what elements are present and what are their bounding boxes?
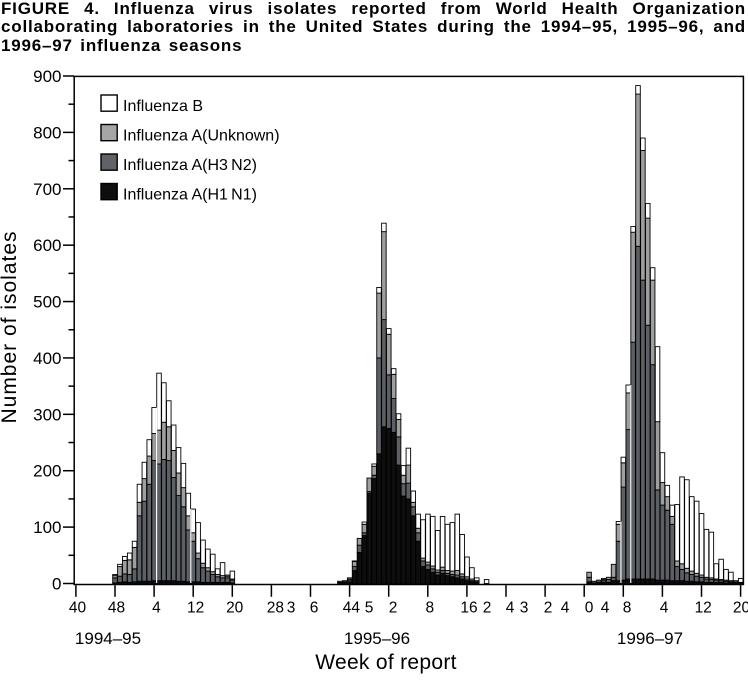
svg-text:3: 3 (287, 600, 296, 617)
svg-text:Influenza B: Influenza B (123, 98, 203, 115)
svg-text:12: 12 (187, 600, 204, 617)
svg-text:500: 500 (33, 293, 61, 312)
svg-text:28: 28 (267, 600, 284, 617)
svg-text:0: 0 (52, 575, 61, 594)
svg-text:4: 4 (506, 600, 515, 617)
svg-text:20: 20 (733, 600, 748, 617)
svg-text:4: 4 (660, 600, 669, 617)
svg-text:100: 100 (33, 518, 61, 537)
svg-text:20: 20 (226, 600, 244, 617)
svg-text:4: 4 (152, 600, 161, 617)
svg-text:5: 5 (365, 600, 374, 617)
svg-text:Number of isolates: Number of isolates (0, 230, 21, 423)
svg-text:44: 44 (343, 600, 361, 617)
svg-text:4: 4 (561, 600, 570, 617)
svg-text:Week of report: Week of report (315, 651, 457, 674)
svg-text:6: 6 (310, 600, 319, 617)
svg-text:Influenza A(H3 N2): Influenza A(H3 N2) (123, 157, 257, 174)
svg-text:900: 900 (33, 67, 61, 86)
svg-text:1995–96: 1995–96 (344, 629, 410, 648)
svg-text:600: 600 (33, 236, 61, 255)
svg-text:300: 300 (33, 405, 61, 424)
svg-text:12: 12 (695, 600, 712, 617)
svg-text:4: 4 (601, 600, 610, 617)
svg-text:2: 2 (389, 600, 398, 617)
svg-text:48: 48 (108, 600, 125, 617)
svg-text:1996–97: 1996–97 (617, 629, 683, 648)
svg-text:3: 3 (520, 600, 529, 617)
svg-text:700: 700 (33, 180, 61, 199)
svg-text:Influenza A(Unknown): Influenza A(Unknown) (123, 128, 280, 145)
svg-text:1994–95: 1994–95 (75, 629, 141, 648)
svg-text:2: 2 (483, 600, 492, 617)
svg-text:Influenza A(H1 N1): Influenza A(H1 N1) (123, 187, 257, 204)
svg-text:8: 8 (623, 600, 632, 617)
svg-text:16: 16 (460, 600, 477, 617)
svg-text:2: 2 (544, 600, 553, 617)
svg-text:8: 8 (425, 600, 434, 617)
svg-text:400: 400 (33, 349, 61, 368)
svg-text:200: 200 (33, 462, 61, 481)
svg-text:800: 800 (33, 123, 61, 142)
svg-text:0: 0 (585, 600, 594, 617)
svg-text:40: 40 (69, 600, 87, 617)
